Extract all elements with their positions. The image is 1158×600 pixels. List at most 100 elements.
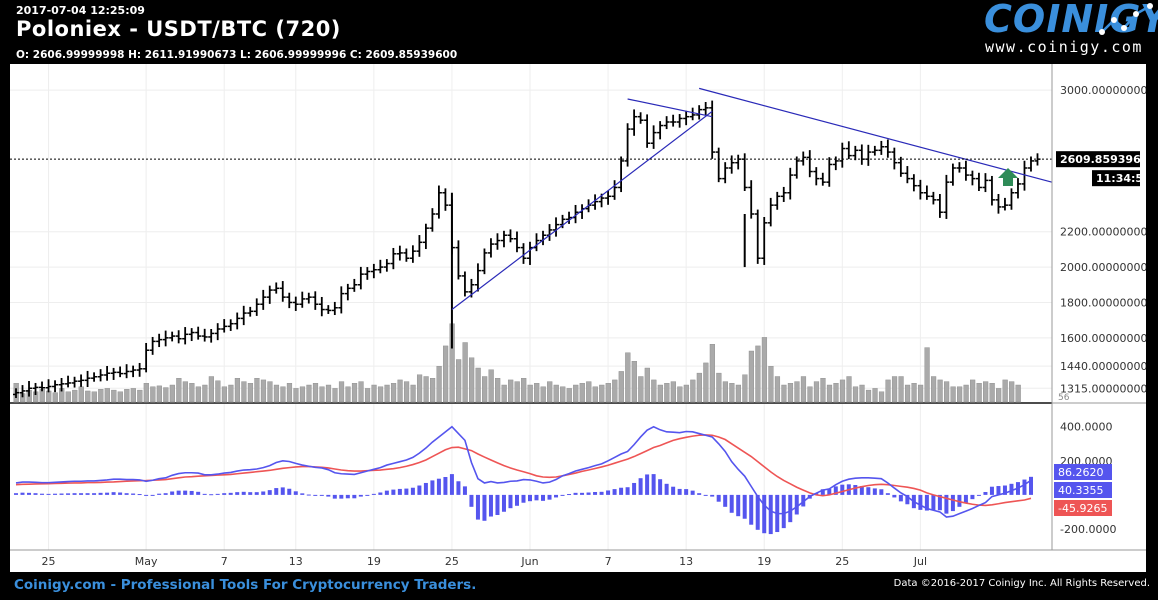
macd-histogram-bar (482, 494, 487, 521)
x-axis-label: 25 (42, 555, 56, 568)
last-price-tag (1056, 151, 1140, 168)
volume-bar (911, 383, 917, 403)
macd-histogram-bar (768, 494, 773, 535)
volume-bar (696, 372, 702, 403)
macd-histogram-bar (176, 490, 181, 495)
x-axis-label: 19 (757, 555, 771, 568)
volume-bar (215, 380, 221, 403)
macd-histogram-bar (196, 491, 201, 495)
x-axis-label: 7 (221, 555, 228, 568)
macd-value-tag (1054, 464, 1112, 480)
trendline-minor (627, 98, 713, 118)
macd-histogram-bar (671, 486, 676, 495)
volume-bar (377, 386, 384, 403)
price-axis-label: 1440.00000000 (1060, 360, 1146, 373)
macd-histogram-bar (189, 490, 194, 495)
macd-histogram-bar (410, 487, 415, 495)
macd-histogram-bar (931, 494, 936, 511)
volume-bar (156, 385, 162, 403)
volume-bar (221, 386, 228, 403)
volume-bar (397, 379, 403, 403)
up-arrow-icon (998, 168, 1018, 186)
macd-histogram-bar (222, 493, 227, 495)
logo-chart-icon (1099, 3, 1153, 35)
macd-histogram-bar (157, 493, 162, 495)
macd-histogram-bar (658, 479, 663, 495)
x-axis-label: May (135, 555, 158, 568)
macd-histogram-bar (580, 492, 585, 495)
macd-histogram-bar (280, 487, 285, 495)
volume-bar (800, 376, 807, 403)
volume-bar (78, 386, 84, 403)
volume-bar (456, 359, 462, 403)
volume-bar (65, 391, 71, 403)
macd-histogram-bar (241, 491, 246, 495)
volume-bar (280, 386, 286, 403)
volume-bar (729, 383, 735, 403)
volume-bar (898, 376, 904, 403)
volume-bar (306, 384, 312, 403)
chart-area[interactable]: 3000.00000000 2200.00000000 2000.00000000 1… (10, 64, 1156, 576)
volume-bar (488, 369, 494, 403)
volume-bar (91, 391, 97, 403)
macd-histogram-bar (950, 494, 955, 512)
chart-title: Poloniex - USDT/BTC (720) (16, 17, 341, 41)
volume-bar (521, 378, 527, 403)
macd-histogram-bar (254, 492, 259, 495)
macd-histogram-bar (150, 494, 155, 496)
volume-bar (345, 386, 351, 403)
macd-histogram-bar (729, 494, 734, 513)
macd-histogram-bar (684, 489, 689, 495)
volume-bar (774, 376, 781, 403)
macd-histogram-bar (859, 486, 864, 495)
macd-histogram-bar (632, 482, 637, 495)
footer-tagline[interactable]: Coinigy.com - Professional Tools For Cry… (14, 577, 477, 593)
price-chart[interactable]: 3000.00000000 2200.00000000 2000.00000000 1… (10, 64, 1156, 572)
macd-histogram-bar (202, 493, 207, 495)
macd-histogram-bar (690, 490, 695, 495)
volume-bar (351, 383, 358, 403)
x-axis-label: 13 (289, 555, 303, 568)
volume-bar (586, 381, 592, 403)
volume-bar (605, 383, 611, 403)
volume-bar (202, 384, 208, 403)
macd-histogram-bar (749, 494, 754, 525)
ohlc-readout: O: 2606.99999998 H: 2611.91990673 L: 260… (16, 49, 458, 61)
volume-bar (332, 388, 338, 403)
volume-bar (833, 383, 839, 403)
volume-bar (807, 386, 813, 403)
macd-histogram-bar (124, 493, 129, 495)
macd-histogram-bar (957, 494, 962, 507)
price-panel (10, 64, 1052, 402)
volume-bar (553, 384, 559, 403)
macd-histogram-bar (593, 491, 598, 495)
volume-bar (364, 388, 371, 403)
macd-histogram-bar (508, 494, 513, 509)
macd-histogram-bar (163, 493, 168, 495)
x-axis-label: 19 (367, 555, 381, 568)
volume-bar (944, 381, 950, 403)
macd-histogram-bar (937, 494, 942, 511)
volume-bar (950, 386, 956, 403)
volume-bar (930, 376, 937, 403)
volume-bar (501, 384, 507, 403)
macd-histogram-bar (209, 494, 214, 496)
macd-histogram-bar (794, 494, 799, 515)
macd-histogram-bar (430, 480, 435, 495)
volume-bar (443, 345, 449, 403)
volume-bar (273, 384, 280, 403)
x-axis-label: 7 (605, 555, 612, 568)
volume-bar (703, 362, 709, 403)
macd-histogram-bar (645, 474, 650, 495)
countdown-value: 11:34:58 (1096, 172, 1146, 185)
macd-histogram-bar (53, 493, 58, 495)
x-axis-label: Jul (913, 555, 927, 568)
macd-histogram-bar (872, 488, 877, 495)
macd-histogram-bar (892, 494, 897, 498)
x-axis-label: 13 (679, 555, 693, 568)
volume-bar (403, 381, 410, 403)
volume-bar (716, 372, 722, 403)
macd-histogram-bar (710, 494, 715, 497)
macd-histogram-bar (976, 494, 981, 496)
price-axis-label: 1800.00000000 (1060, 296, 1146, 309)
